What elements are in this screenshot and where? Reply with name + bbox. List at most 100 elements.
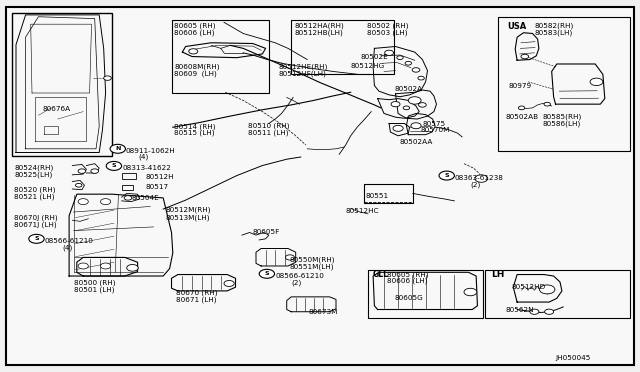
- Text: S: S: [34, 236, 39, 241]
- Circle shape: [439, 171, 454, 180]
- Text: 08566-61210: 08566-61210: [45, 238, 93, 244]
- Text: 80502E: 80502E: [360, 54, 388, 60]
- Circle shape: [106, 161, 122, 170]
- Circle shape: [110, 144, 125, 153]
- Text: (2): (2): [470, 181, 481, 188]
- Text: 80562N: 80562N: [506, 307, 534, 312]
- Text: 80510 (RH): 80510 (RH): [248, 122, 290, 129]
- Text: 80550M(RH): 80550M(RH): [290, 256, 335, 263]
- Circle shape: [405, 61, 412, 65]
- Circle shape: [418, 76, 424, 80]
- Circle shape: [76, 183, 82, 187]
- Text: 80503 (LH): 80503 (LH): [367, 29, 407, 36]
- Text: 80520 (RH): 80520 (RH): [14, 186, 56, 193]
- Text: GLL: GLL: [372, 270, 388, 279]
- Circle shape: [544, 102, 550, 106]
- Text: 80525(LH): 80525(LH): [14, 171, 52, 178]
- Circle shape: [224, 280, 234, 286]
- Text: 80979: 80979: [509, 83, 532, 89]
- Text: 80512HD: 80512HD: [512, 284, 547, 290]
- Text: 80512M(RH): 80512M(RH): [165, 207, 211, 214]
- Circle shape: [124, 196, 132, 200]
- Bar: [498, 17, 630, 151]
- Text: (2): (2): [292, 279, 302, 286]
- Text: 80606 (LH): 80606 (LH): [387, 278, 427, 285]
- Circle shape: [464, 288, 477, 296]
- Bar: [368, 270, 483, 318]
- Circle shape: [391, 102, 400, 107]
- Text: 80512HF(LH): 80512HF(LH): [278, 70, 326, 77]
- Circle shape: [78, 199, 88, 205]
- Text: N: N: [115, 146, 120, 151]
- Circle shape: [475, 175, 488, 182]
- Circle shape: [104, 76, 111, 80]
- Text: 80521 (LH): 80521 (LH): [14, 193, 54, 200]
- Text: 80605 (RH): 80605 (RH): [174, 23, 216, 29]
- Circle shape: [590, 78, 603, 86]
- Circle shape: [78, 169, 86, 173]
- Text: 80515 (LH): 80515 (LH): [174, 130, 214, 137]
- Circle shape: [408, 97, 421, 104]
- Text: 80512H: 80512H: [146, 174, 175, 180]
- Text: 80551: 80551: [365, 193, 388, 199]
- Text: 80502 (RH): 80502 (RH): [367, 23, 408, 29]
- Circle shape: [259, 269, 275, 278]
- Circle shape: [545, 309, 554, 314]
- Circle shape: [189, 49, 198, 54]
- Text: 80524(RH): 80524(RH): [14, 165, 53, 171]
- Text: 80608M(RH): 80608M(RH): [174, 64, 220, 70]
- Text: 80570M: 80570M: [420, 127, 450, 133]
- Text: 08566-61210: 08566-61210: [275, 273, 324, 279]
- Text: 80512HC: 80512HC: [346, 208, 380, 214]
- Circle shape: [393, 125, 403, 131]
- Bar: [122, 185, 133, 190]
- Circle shape: [521, 54, 529, 59]
- Text: 80512HG: 80512HG: [351, 63, 385, 69]
- Bar: [122, 173, 136, 179]
- Text: S: S: [111, 163, 116, 169]
- Text: 80575: 80575: [422, 121, 445, 126]
- Circle shape: [403, 106, 410, 110]
- Circle shape: [518, 106, 525, 110]
- Text: USA: USA: [507, 22, 526, 31]
- Text: S: S: [264, 271, 269, 276]
- Text: 08911-1062H: 08911-1062H: [125, 148, 175, 154]
- Circle shape: [100, 199, 111, 205]
- Text: 80605F: 80605F: [253, 230, 280, 235]
- Text: 08313-41622: 08313-41622: [122, 165, 171, 171]
- Circle shape: [397, 56, 403, 60]
- Bar: [291, 20, 394, 74]
- Text: 80512HA(RH): 80512HA(RH): [294, 23, 344, 29]
- Text: 80671 (LH): 80671 (LH): [176, 296, 216, 303]
- Bar: [12, 13, 112, 156]
- Text: 80673M: 80673M: [308, 309, 338, 315]
- Text: 80514 (RH): 80514 (RH): [174, 123, 216, 130]
- Text: JH050045: JH050045: [556, 355, 591, 361]
- Text: 08363-61238: 08363-61238: [454, 175, 503, 181]
- Text: 80671J (LH): 80671J (LH): [14, 221, 57, 228]
- Text: 80670J (RH): 80670J (RH): [14, 214, 58, 221]
- Text: 80513M(LH): 80513M(LH): [165, 214, 210, 221]
- Text: (4): (4): [138, 154, 148, 160]
- Circle shape: [285, 255, 294, 260]
- Circle shape: [100, 263, 111, 269]
- Circle shape: [419, 103, 426, 107]
- Circle shape: [540, 285, 555, 294]
- Circle shape: [530, 309, 539, 314]
- Text: 80605 (RH): 80605 (RH): [387, 271, 428, 278]
- Circle shape: [412, 68, 420, 72]
- Text: 80585(RH): 80585(RH): [543, 114, 582, 121]
- Text: 80670 (RH): 80670 (RH): [176, 289, 218, 296]
- Text: 80676A: 80676A: [42, 106, 70, 112]
- Text: 80502AB: 80502AB: [506, 114, 539, 120]
- Circle shape: [385, 50, 394, 55]
- Text: 80551M(LH): 80551M(LH): [290, 263, 335, 270]
- Bar: [172, 20, 269, 93]
- Text: LH: LH: [492, 270, 505, 279]
- Text: 80511 (LH): 80511 (LH): [248, 129, 289, 136]
- Bar: [485, 270, 630, 318]
- Text: 80582(RH): 80582(RH): [534, 23, 573, 29]
- Text: 80512HB(LH): 80512HB(LH): [294, 29, 343, 36]
- Circle shape: [91, 169, 99, 173]
- Text: 80605G: 80605G: [395, 295, 424, 301]
